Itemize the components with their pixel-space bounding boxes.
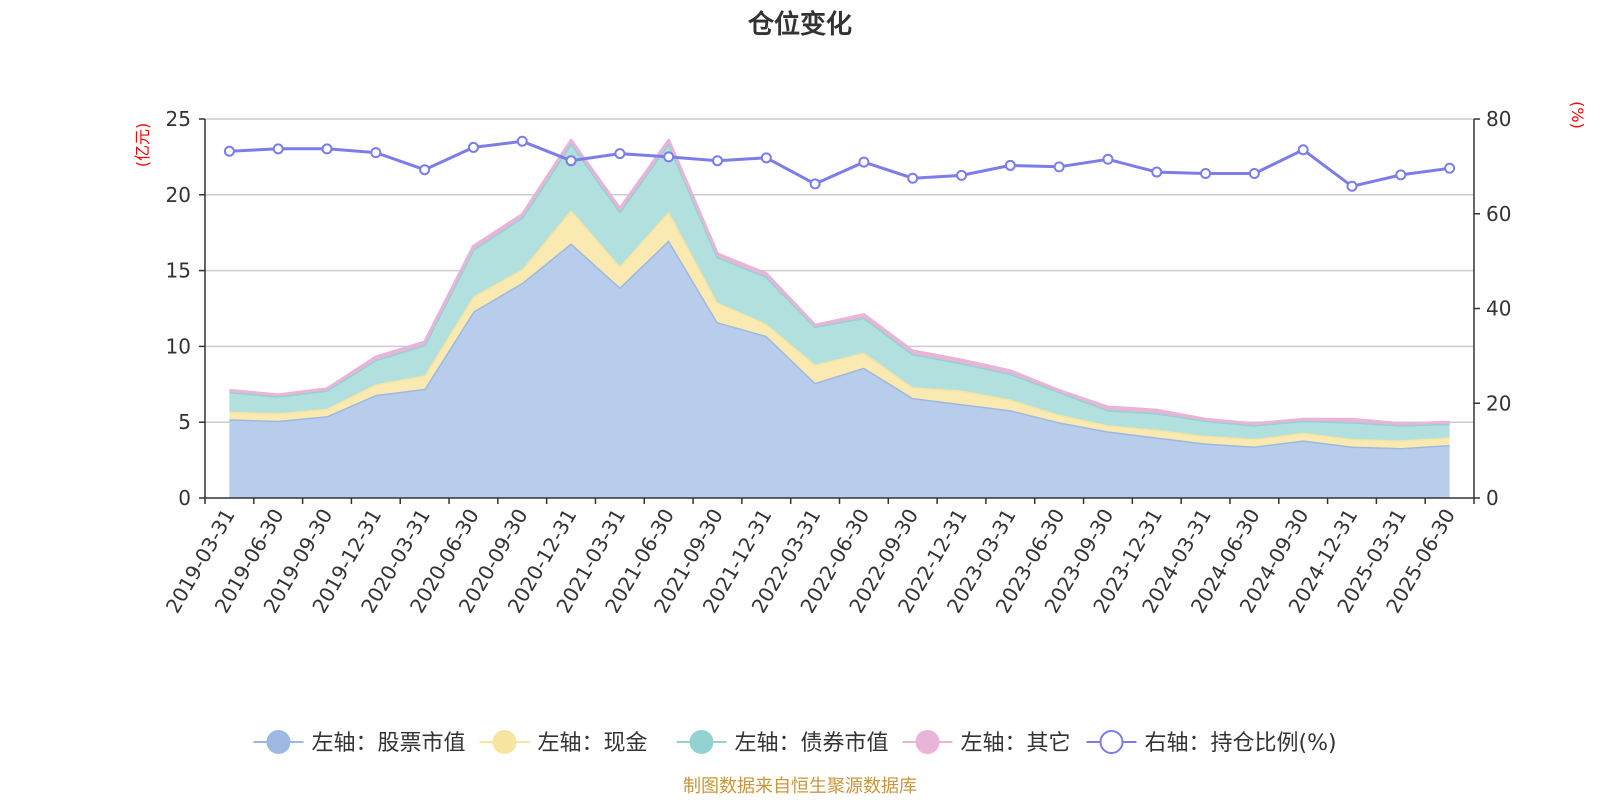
right-tick-label: 20	[1486, 391, 1511, 415]
ratio-point	[1297, 144, 1309, 156]
right-tick-label: 40	[1486, 297, 1511, 321]
ratio-point	[565, 155, 577, 167]
left-tick-label: 5	[178, 410, 191, 434]
chart-title: 仓位变化	[747, 9, 852, 40]
legend-label: 左轴：现金	[538, 731, 648, 756]
ratio-point	[809, 178, 821, 190]
ratio-point	[370, 147, 382, 159]
legend-label: 左轴：其它	[961, 731, 1071, 756]
ratio-point	[223, 145, 235, 157]
right-tick-label: 80	[1486, 107, 1511, 131]
ratio-point	[956, 169, 968, 181]
ratio-point	[321, 143, 333, 155]
area-edge-3	[229, 138, 1450, 426]
ratio-point	[663, 151, 675, 163]
stacked-areas	[229, 138, 1450, 499]
legend-label: 左轴：债券市值	[735, 731, 889, 756]
area-series-1	[229, 210, 1450, 448]
source-note: 制图数据来自恒生聚源数据库	[683, 776, 917, 797]
ratio-point	[760, 152, 772, 164]
left-tick-label: 10	[166, 334, 191, 358]
ratio-point	[1102, 153, 1114, 165]
legend-marker	[1099, 730, 1124, 754]
ratio-point	[1004, 159, 1016, 171]
ratio-point	[614, 148, 626, 160]
right-tick-label: 60	[1486, 202, 1511, 226]
ratio-point	[858, 156, 870, 168]
area-series-2	[229, 143, 1450, 441]
ratio-point	[272, 143, 284, 155]
legend-label: 左轴：股票市值	[312, 731, 466, 756]
ratio-point	[467, 141, 479, 153]
legend-item[interactable]: 左轴：债券市值	[676, 730, 889, 756]
ratio-point	[1053, 161, 1065, 173]
right-tick-label: 0	[1486, 486, 1499, 510]
ratio-line	[223, 135, 1456, 192]
left-tick-label: 25	[166, 107, 191, 131]
ratio-point	[419, 164, 431, 176]
legend-marker	[266, 730, 291, 754]
legend-item[interactable]: 左轴：现金	[479, 730, 648, 756]
left-axis-unit: (亿元)	[133, 123, 152, 168]
left-tick-label: 15	[166, 259, 191, 283]
legend-marker	[915, 730, 940, 754]
legend-marker	[689, 730, 714, 754]
legend-item[interactable]: 右轴：持仓比例(%)	[1086, 730, 1337, 756]
ratio-point	[1248, 167, 1260, 179]
right-axis-unit: (%)	[1568, 101, 1587, 129]
area-series-0	[229, 240, 1450, 499]
legend-item[interactable]: 左轴：其它	[902, 730, 1071, 756]
left-tick-label: 20	[166, 183, 191, 207]
legend-item[interactable]: 左轴：股票市值	[253, 730, 466, 756]
ratio-point	[1395, 169, 1407, 181]
left-tick-label: 0	[178, 486, 191, 510]
ratio-point	[1444, 162, 1456, 174]
ratio-line-path	[229, 139, 1450, 188]
legend-label: 右轴：持仓比例(%)	[1145, 731, 1337, 756]
legend: 左轴：股票市值 左轴：现金 左轴：债券市值 左轴：其它 右轴：持仓比例(%)	[253, 730, 1337, 756]
ratio-point	[516, 135, 528, 147]
ratio-point	[907, 172, 919, 184]
legend-marker	[492, 730, 517, 754]
ratio-point	[711, 155, 723, 167]
ratio-point	[1151, 166, 1163, 178]
ratio-point	[1200, 167, 1212, 179]
ratio-point	[1346, 180, 1358, 192]
